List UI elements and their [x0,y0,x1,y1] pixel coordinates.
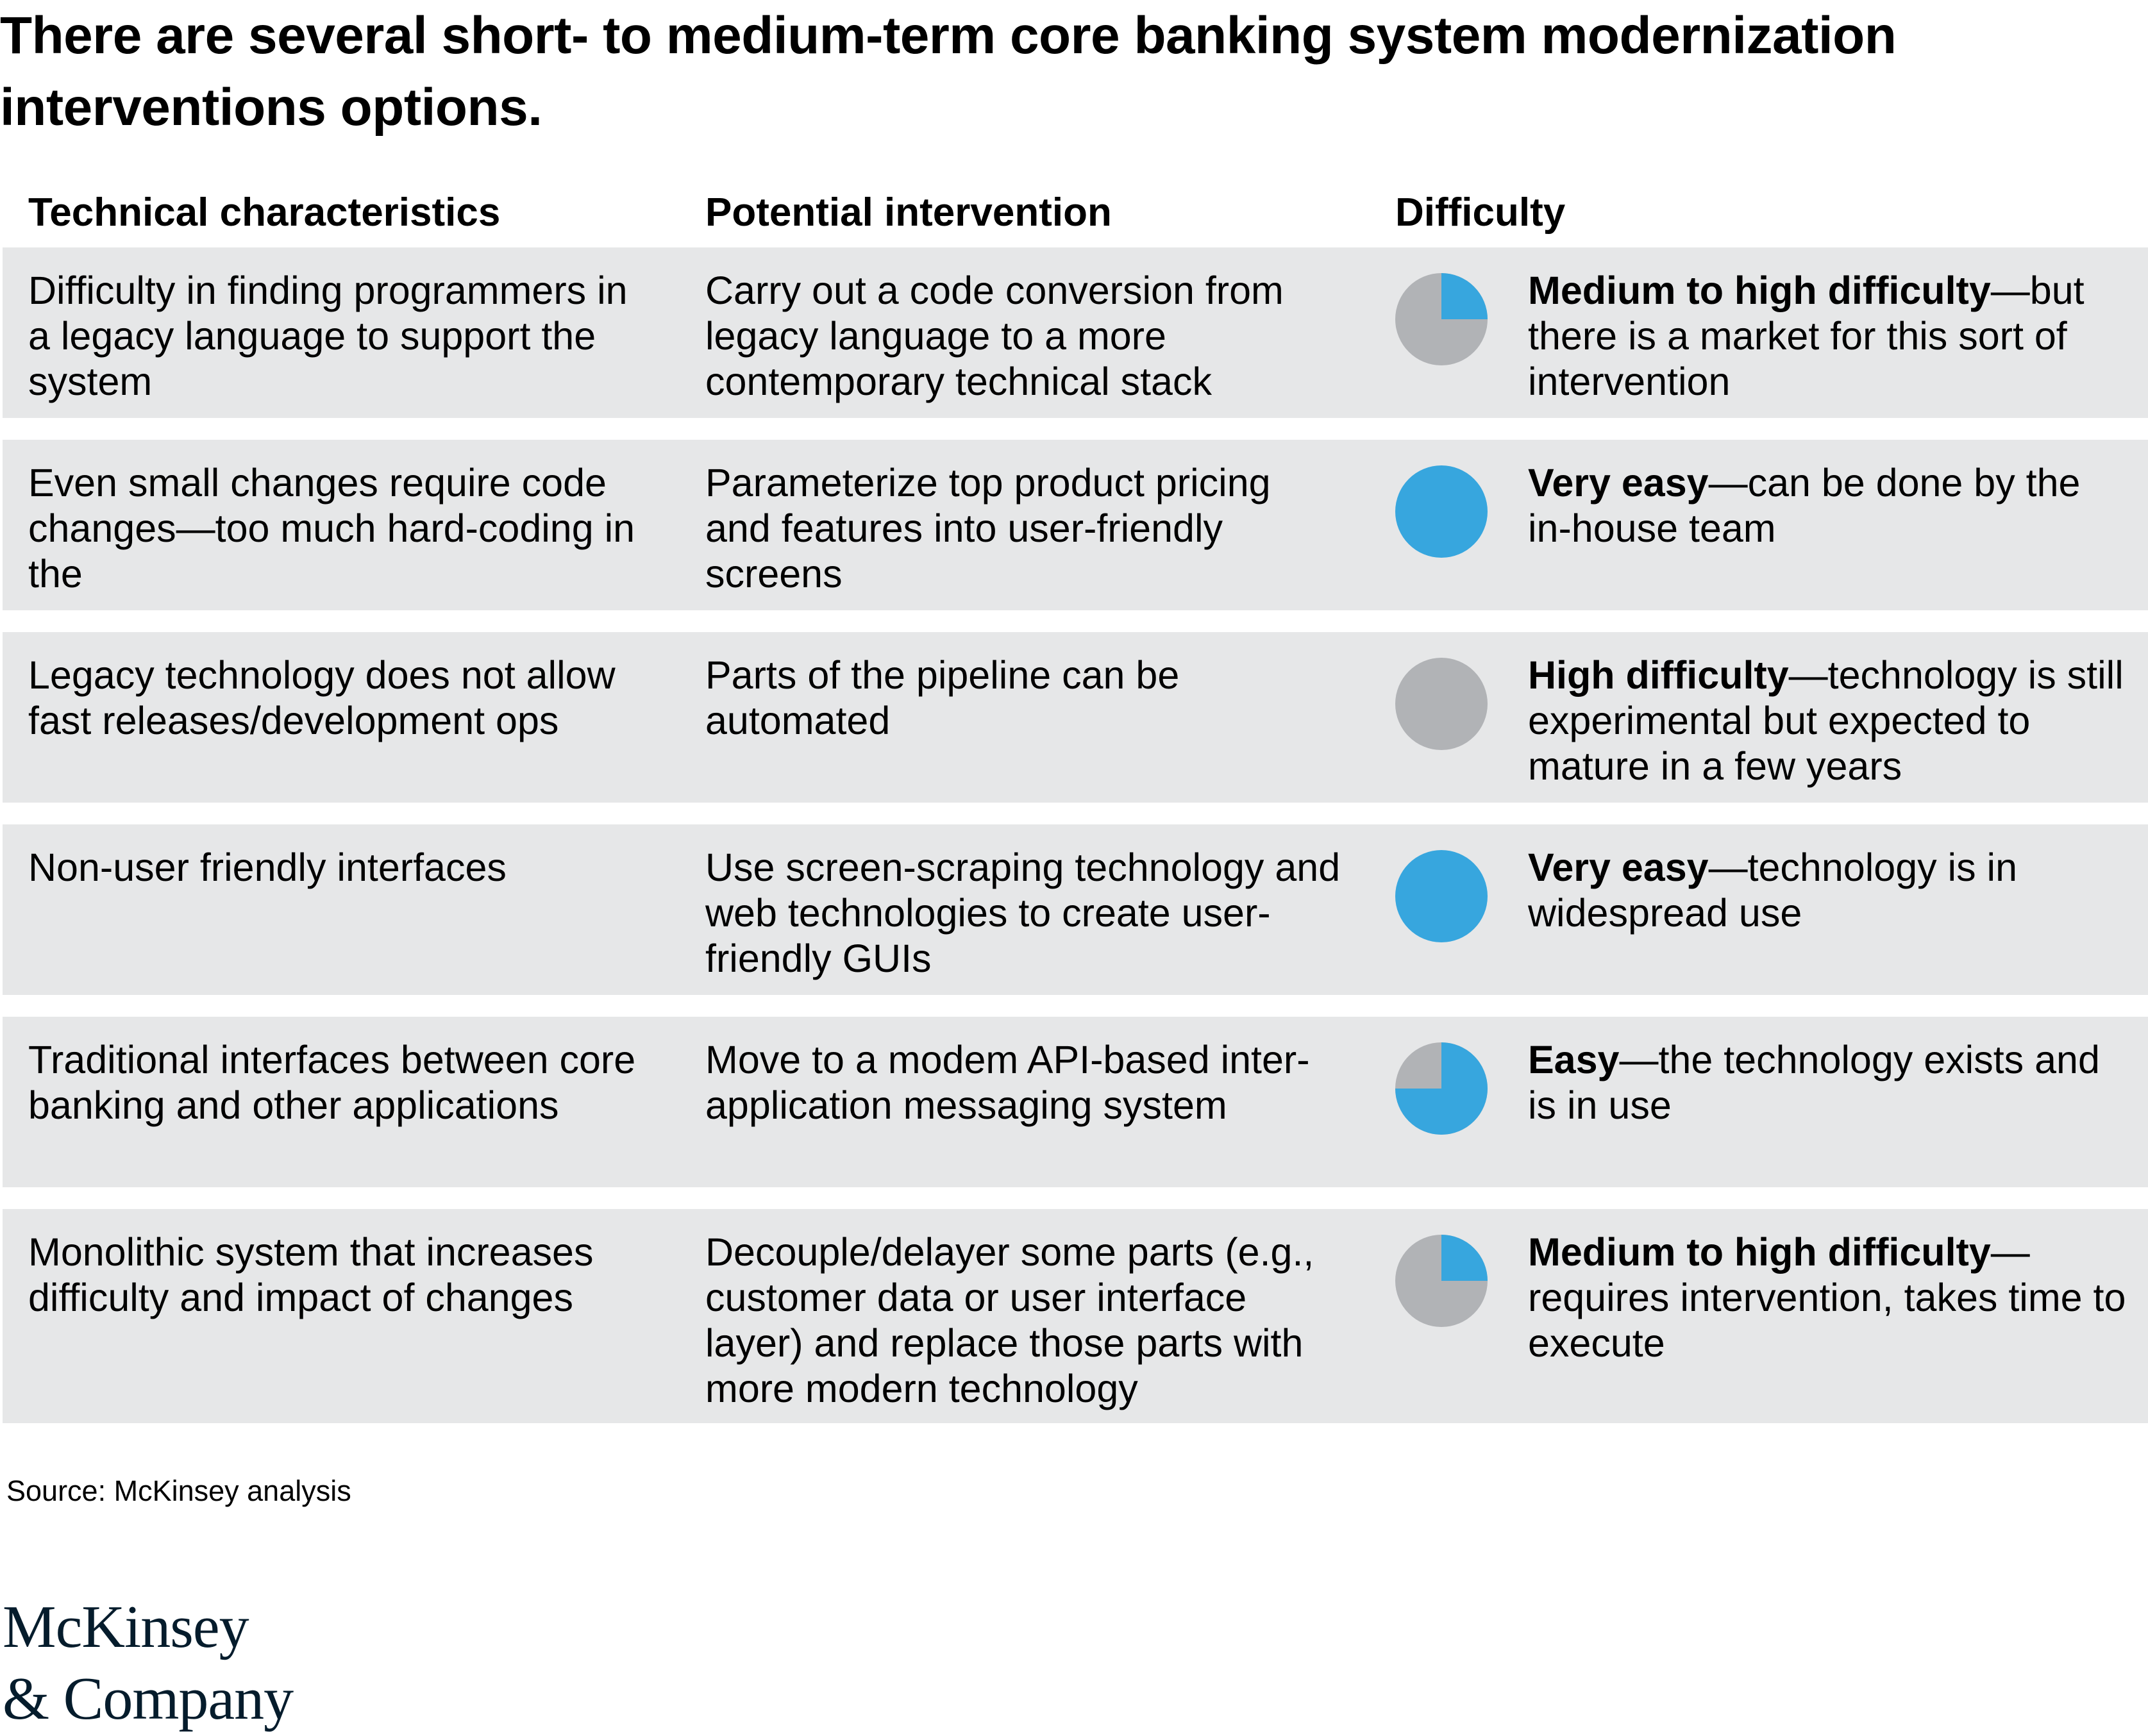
difficulty-description: —can be done by the in-house team [1528,461,2081,550]
technical-characteristic-cell: Non-user friendly interfaces [28,846,507,889]
table-row [3,632,2148,803]
table-row [3,824,2148,995]
pie-base-slice [1395,465,1488,558]
potential-intervention-cell: Parameterize top product pricing and fea… [705,461,1271,596]
technical-characteristic-cell: Difficulty in finding programmers in a l… [28,269,628,403]
difficulty-level: Medium to high difficulty [1528,269,1991,312]
difficulty-level: Very easy [1528,846,1709,889]
technical-characteristic-cell: Monolithic system that increases difficu… [28,1230,594,1319]
table-row [3,1209,2148,1423]
difficulty-level: Easy [1528,1038,1620,1081]
technical-characteristic-cell: Legacy technology does not allow fast re… [28,653,616,742]
difficulty-pie-icon [1395,273,1488,365]
technical-characteristic-cell: Even small changes require code changes—… [28,461,635,596]
potential-intervention-cell: Carry out a code conversion from legacy … [705,269,1284,403]
difficulty-cell: High difficulty—technology is still expe… [1528,653,2131,789]
table-row [3,440,2148,610]
pie-base-slice [1395,850,1488,942]
potential-intervention-cell: Move to a modem API-based inter-applicat… [705,1038,1310,1127]
difficulty-description: —but there is a market for this sort of … [1528,269,2085,403]
pie-blue-slice [1441,1235,1488,1281]
difficulty-level: High difficulty [1528,653,1789,697]
potential-intervention-cell: Use screen-scraping technology and web t… [705,846,1341,980]
mckinsey-logo: McKinsey & Company [3,1590,294,1736]
header-potential-intervention: Potential intervention [705,190,1112,235]
pie-blue-slice [1395,1042,1488,1135]
source-note: Source: McKinsey analysis [6,1474,351,1507]
pie-blue-slice [1441,273,1488,319]
difficulty-level: Medium to high difficulty [1528,1230,1991,1274]
technical-characteristic-cell: Traditional interfaces between core bank… [28,1038,636,1127]
difficulty-level: Very easy [1528,461,1709,505]
difficulty-description: —technology is still experimental but ex… [1528,653,2124,788]
chart-title: There are several short- to medium-term … [0,6,1897,137]
logo-line-1: McKinsey [3,1594,249,1660]
difficulty-pie-icon [1395,1042,1488,1135]
difficulty-cell: Very easy—can be done by the in-house te… [1528,460,2131,551]
difficulty-cell: Easy—the technology exists and is in use [1528,1037,2131,1128]
difficulty-pie-icon [1395,465,1488,558]
difficulty-pie-icon [1395,658,1488,750]
header-difficulty: Difficulty [1395,190,1566,235]
difficulty-cell: Medium to high difficulty—but there is a… [1528,268,2131,405]
difficulty-description: —requires intervention, takes time to ex… [1528,1230,2126,1365]
logo-line-2: & Company [3,1665,294,1732]
difficulty-pie-icon [1395,1235,1488,1327]
potential-intervention-cell: Decouple/delayer some parts (e.g., custo… [705,1230,1314,1410]
difficulty-description: —technology is in widespread use [1528,846,2018,935]
potential-intervention-cell: Parts of the pipeline can be automated [705,653,1180,742]
difficulty-pie-icon [1395,850,1488,942]
header-technical-characteristics: Technical characteristics [28,190,501,235]
table-row [3,247,2148,418]
table-row [3,1017,2148,1187]
pie-base-slice [1395,658,1488,750]
difficulty-description: —the technology exists and is in use [1528,1038,2100,1127]
difficulty-cell: Very easy—technology is in widespread us… [1528,845,2131,936]
difficulty-cell: Medium to high difficulty—requires inter… [1528,1230,2131,1366]
